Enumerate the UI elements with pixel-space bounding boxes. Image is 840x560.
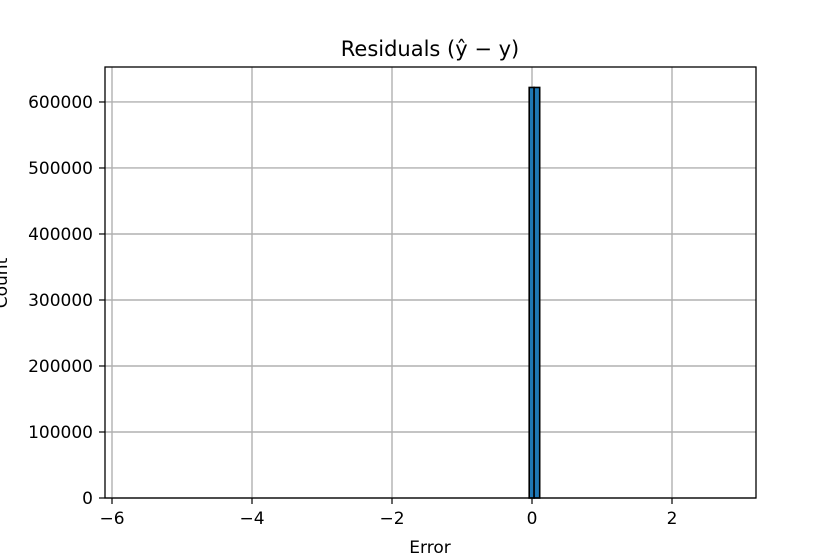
- grid: [105, 67, 756, 499]
- x-tick-label: −2: [379, 509, 404, 529]
- x-axis-ticks: −6 −4 −2 0 2: [99, 498, 677, 529]
- y-axis-label: Count: [0, 257, 12, 308]
- y-axis-ticks: 0 100000 200000 300000 400000 500000 600000: [28, 93, 105, 509]
- x-tick-label: 0: [527, 509, 538, 529]
- y-tick-label: 300000: [28, 291, 93, 311]
- y-tick-label: 600000: [28, 93, 93, 113]
- y-tick-label: 200000: [28, 357, 93, 377]
- x-axis-label: Error: [409, 538, 450, 558]
- histogram-bars: [528, 86, 541, 499]
- plot-area-frame: [104, 66, 757, 499]
- x-tick-label: 2: [667, 509, 678, 529]
- x-tick-label: −6: [99, 509, 124, 529]
- y-tick-label: 100000: [28, 423, 93, 443]
- y-tick-label: 400000: [28, 225, 93, 245]
- y-tick-label: 0: [82, 489, 93, 509]
- y-tick-label: 500000: [28, 159, 93, 179]
- histogram-bar: [533, 86, 541, 499]
- x-tick-label: −4: [239, 509, 264, 529]
- chart-title: Residuals (ŷ − y): [341, 37, 520, 61]
